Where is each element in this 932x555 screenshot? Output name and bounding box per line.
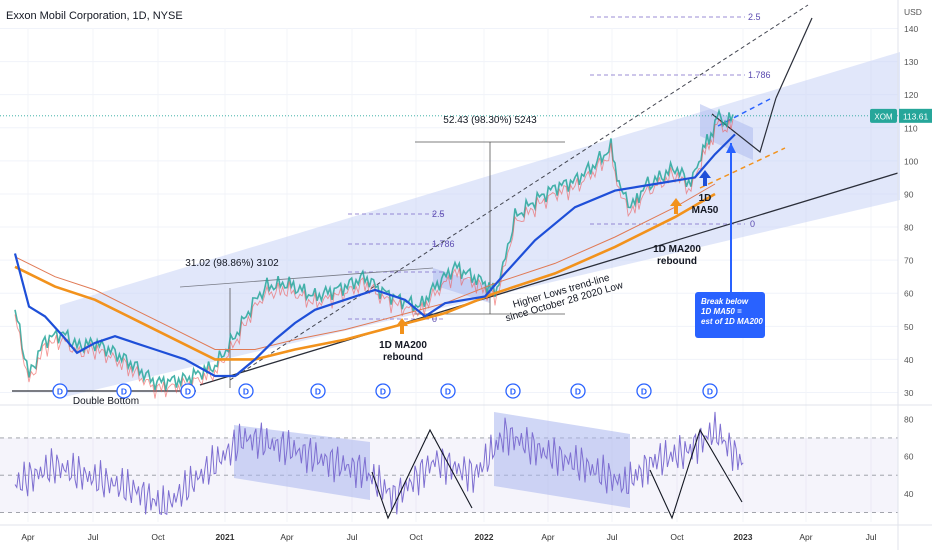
consolidation-band xyxy=(700,104,753,160)
fib-level-label: 0 xyxy=(432,314,437,324)
rsi-tick-label: 60 xyxy=(904,452,914,462)
time-tick-label: Jul xyxy=(866,532,877,542)
rsi-zigzag xyxy=(371,428,473,520)
time-tick-label: Oct xyxy=(409,532,423,542)
price-line xyxy=(14,108,734,391)
dividend-badge-icon xyxy=(375,383,391,399)
price-tick-label: 130 xyxy=(904,57,918,67)
dividend-badge-label: D xyxy=(445,387,451,397)
price-tick-label: 120 xyxy=(904,90,918,100)
rebound-label-2021: 1D MA200 rebound xyxy=(379,340,427,363)
dividend-badge-label: D xyxy=(243,387,249,397)
dividend-badge-icon xyxy=(180,383,196,399)
higher-lows-trendline xyxy=(199,172,899,386)
fib-levels: 2.5 1.786 0 2.5 1.786 0 xyxy=(348,12,771,324)
time-tick-label: Jul xyxy=(88,532,99,542)
double-bottom-label: Double Bottom xyxy=(73,396,139,407)
price-tick-label: 70 xyxy=(904,256,914,266)
price-series xyxy=(13,108,736,399)
time-tick-label: Jul xyxy=(347,532,358,542)
dividend-badge-icon xyxy=(116,383,132,399)
ticker-label: XOM xyxy=(874,112,893,121)
ma50-arrow-icon xyxy=(699,170,711,186)
ma200-thin-line xyxy=(14,183,716,350)
dividend-badge-icon xyxy=(238,383,254,399)
dividend-badge-label: D xyxy=(510,387,516,397)
projection-upper-arrow xyxy=(775,17,813,99)
ma50-label: 1D MA50 xyxy=(692,193,719,216)
ticker-badge xyxy=(870,108,897,123)
price-tick-label: 50 xyxy=(904,322,914,332)
time-tick-label: Apr xyxy=(280,532,293,542)
ascending-channel-band xyxy=(60,52,900,398)
dividend-badge-icon xyxy=(52,383,68,399)
ma200-projection xyxy=(699,147,786,189)
dividend-badge-label: D xyxy=(57,387,63,397)
price-tick-label: 30 xyxy=(904,388,914,398)
dividend-badge-label: D xyxy=(641,387,647,397)
time-tick-label: Apr xyxy=(541,532,554,542)
fib-level-label: 2.5 xyxy=(432,209,445,219)
dividend-badge-label: D xyxy=(121,387,127,397)
time-tick-label: Apr xyxy=(21,532,34,542)
fib-level-label: 1.786 xyxy=(748,70,771,80)
last-price-value: 113.61 xyxy=(903,111,929,121)
time-tick-label: 2021 xyxy=(216,532,235,542)
dividend-badge-label: D xyxy=(707,387,713,397)
price-tick-label: 110 xyxy=(904,123,918,133)
rsi-line xyxy=(14,411,744,516)
fib-level-label: 1.786 xyxy=(432,239,455,249)
price-tick-label: 90 xyxy=(904,189,914,199)
time-tick-label: Oct xyxy=(151,532,165,542)
rsi-panel: 40 60 80 xyxy=(0,411,914,520)
dividend-badge-icon xyxy=(702,383,718,399)
measure-label-2021: 52.43 (98.30%) 5243 xyxy=(443,115,537,126)
callout-text: Break below 1D MA50 = est of 1D MA200 xyxy=(701,297,763,326)
dividend-badge-icon xyxy=(570,383,586,399)
time-tick-label: Apr xyxy=(799,532,812,542)
fib-level-label: 2.5 xyxy=(748,12,761,22)
dividend-badge-label: D xyxy=(185,387,191,397)
dashed-projection-line xyxy=(229,4,809,381)
rebound-label-2022: 1D MA200 rebound xyxy=(653,244,701,267)
ma50-projection xyxy=(717,98,771,127)
ma200-line xyxy=(14,192,716,361)
dividend-badge-label: D xyxy=(380,387,386,397)
rsi-tick-label: 80 xyxy=(904,414,914,424)
dividend-badge-label: D xyxy=(575,387,581,397)
dividend-badge-icon xyxy=(310,383,326,399)
callout-arrow-icon xyxy=(726,143,736,153)
price-unit-label: USD xyxy=(904,7,922,17)
last-price-badge xyxy=(899,108,932,123)
price-wicks xyxy=(14,118,734,399)
price-tick-label: 140 xyxy=(904,24,918,34)
dividend-badge-icon xyxy=(440,383,456,399)
rebound-arrow-icon xyxy=(396,318,408,334)
price-tick-label: 100 xyxy=(904,156,918,166)
dividend-badge-icon xyxy=(636,383,652,399)
resistance-line xyxy=(179,267,434,288)
callout-box xyxy=(695,292,765,338)
time-tick-label: 2023 xyxy=(734,532,753,542)
dividend-badge-icon xyxy=(505,383,521,399)
rsi-zigzag xyxy=(649,428,743,520)
time-tick-label: Oct xyxy=(670,532,684,542)
price-tick-label: 40 xyxy=(904,355,914,365)
price-tick-label: 60 xyxy=(904,289,914,299)
measure-label-2020: 31.02 (98.86%) 3102 xyxy=(185,258,279,269)
rebound-arrow-icon xyxy=(670,198,682,214)
price-tick-label: 80 xyxy=(904,223,914,233)
ma50-line xyxy=(13,133,736,378)
dividend-badge-label: D xyxy=(315,387,321,397)
rsi-tick-label: 40 xyxy=(904,489,914,499)
fib-level-label: 0 xyxy=(750,219,755,229)
time-tick-label: 2022 xyxy=(475,532,494,542)
time-tick-label: Jul xyxy=(607,532,618,542)
chart-title: Exxon Mobil Corporation, 1D, NYSE xyxy=(6,10,183,22)
